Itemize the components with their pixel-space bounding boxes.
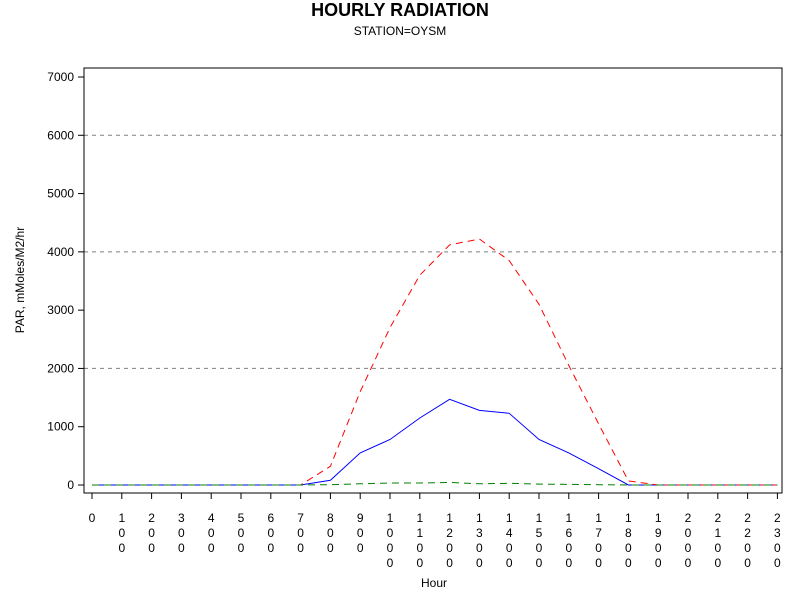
x-tick-label: 0 [89,511,96,525]
plot-frame [83,67,783,494]
grid-lines [84,134,782,369]
series-layer [92,238,778,486]
y-tick-label: 1000 [47,420,74,434]
y-axis: 0 1000 2000 3000 4000 5000 6000 7000 [47,70,84,492]
y-tick-label: 2000 [47,361,74,375]
y-tick-label: 7000 [47,70,74,84]
series-line-2 [92,238,778,486]
chart-subtitle: STATION=OYSM [353,24,447,38]
y-tick-label: 5000 [47,187,74,201]
x-axis: 0 1 0 0 2 0 0 3 0 0 4 0 0 5 0 0 6 0 0 7 0 0 8 0 0 9 0 0 1 0 0 0 1 1 0 0 1 2 0 0… [89,493,781,570]
y-tick-label: 4000 [47,245,74,259]
chart-title: HOURLY RADIATION [311,0,489,20]
series-line-1 [92,398,778,486]
x-axis-label: Hour [420,576,447,590]
y-tick-label: 3000 [47,303,74,317]
series-line-3 [92,481,778,486]
y-tick-label: 6000 [47,128,74,142]
y-tick-label: 0 [67,478,74,492]
